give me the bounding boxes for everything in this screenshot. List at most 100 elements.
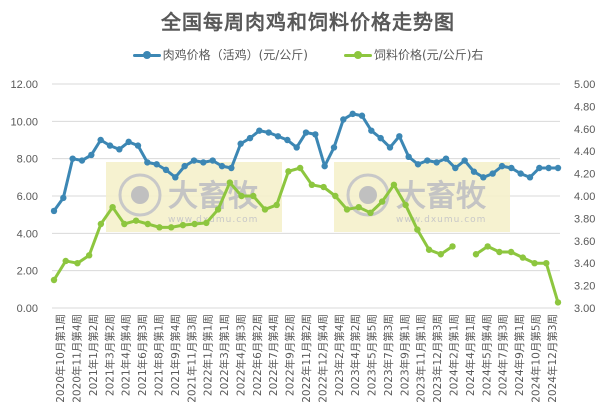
- data-point: [340, 116, 347, 123]
- data-point: [312, 131, 319, 138]
- x-tick-label: 2021年1月第2周: [87, 314, 100, 396]
- data-point: [125, 138, 132, 146]
- data-point: [452, 164, 459, 172]
- legend-label-chicken: 肉鸡价格（活鸡）(元/公斤): [162, 48, 308, 62]
- legend-marker-chicken-icon: [132, 50, 161, 60]
- data-point: [332, 192, 339, 200]
- data-point: [484, 243, 491, 250]
- x-tick-label: 2022年9月第2周: [284, 314, 297, 396]
- data-point: [293, 144, 300, 151]
- data-point: [480, 174, 487, 181]
- data-point: [545, 164, 552, 172]
- data-point: [498, 162, 506, 170]
- data-point: [162, 166, 170, 174]
- data-point: [273, 201, 280, 209]
- x-tick-label: 2021年6月第3周: [136, 314, 149, 396]
- data-point: [62, 257, 69, 265]
- x-tick-label: 2020年11月第4周: [71, 314, 84, 403]
- data-point: [461, 157, 468, 164]
- data-point: [132, 217, 140, 224]
- data-point: [536, 164, 543, 172]
- data-point: [489, 170, 496, 177]
- data-point: [191, 220, 198, 228]
- right-y-tick: 4.40: [574, 146, 595, 158]
- x-tick-label: 2024年10月第5周: [529, 314, 542, 403]
- data-point: [238, 192, 245, 200]
- data-point: [517, 170, 524, 177]
- x-tick-label: 2024年2月第1周: [447, 314, 460, 396]
- right-y-axis: 3.00 3.20 3.40 3.60 3.80 4.00 4.20 4.40 4.60 4.80…: [574, 79, 595, 315]
- data-point: [134, 142, 142, 149]
- right-y-tick: 4.00: [574, 191, 595, 203]
- x-tick-label: 2023年5月第5周: [366, 314, 379, 396]
- data-point: [472, 251, 480, 258]
- data-point: [302, 129, 310, 136]
- left-y-tick: 2.00: [17, 266, 38, 278]
- x-tick-label: 2024年9月第1周: [513, 314, 526, 396]
- data-point: [179, 221, 187, 229]
- gridlines: [52, 83, 560, 309]
- data-point: [265, 129, 272, 136]
- data-point: [250, 192, 257, 200]
- data-point: [228, 164, 235, 172]
- data-point: [442, 155, 450, 162]
- data-point: [496, 248, 503, 256]
- data-point: [284, 136, 291, 144]
- x-tick-label: 2024年5月第4周: [480, 314, 493, 396]
- data-point: [425, 246, 433, 253]
- data-point: [519, 254, 527, 261]
- data-point: [200, 159, 207, 166]
- right-y-tick: 4.80: [574, 101, 595, 113]
- data-point: [330, 144, 338, 151]
- x-tick-label: 2021年4月第4周: [120, 314, 133, 396]
- data-point: [97, 136, 104, 144]
- data-point: [433, 159, 440, 166]
- data-point: [554, 164, 562, 172]
- data-point: [181, 162, 188, 170]
- x-tick-label: 2021年3月第2周: [103, 314, 116, 396]
- data-point: [449, 243, 456, 250]
- data-point: [349, 110, 356, 118]
- data-point: [405, 153, 412, 160]
- chart-title: 全国每周肉鸡和饲料价格走势图: [161, 10, 455, 34]
- data-point: [437, 251, 444, 258]
- data-point: [377, 134, 384, 142]
- x-tick-label: 2022年4月第3周: [234, 314, 247, 396]
- x-tick-label: 2023年2月第4周: [333, 314, 346, 396]
- data-point: [218, 162, 226, 170]
- data-point: [274, 133, 282, 140]
- right-y-tick: 3.60: [574, 236, 595, 248]
- right-y-tick: 4.60: [574, 124, 595, 136]
- data-point: [308, 181, 316, 188]
- x-tick-label: 2022年3月第1周: [218, 314, 231, 396]
- x-tick-label: 2021年8月第1周: [153, 314, 166, 396]
- data-point: [414, 226, 421, 233]
- left-y-tick: 8.00: [17, 154, 38, 166]
- x-axis: 2020年10月第1周 2020年11月第4周 2021年1月第2周 2021年3月第…: [54, 314, 559, 403]
- data-point: [237, 140, 244, 147]
- x-tick-label: 2020年10月第1周: [54, 314, 67, 403]
- x-tick-label: 2023年12月第3周: [431, 314, 444, 403]
- right-y-tick: 5.00: [574, 79, 595, 91]
- data-point: [414, 161, 422, 168]
- data-point: [203, 219, 210, 227]
- right-y-tick: 3.80: [574, 213, 595, 225]
- series-feed-price: [50, 164, 562, 306]
- data-point: [172, 174, 179, 181]
- data-point: [470, 168, 478, 175]
- data-point: [85, 252, 93, 259]
- data-point: [396, 133, 403, 140]
- x-tick-label: 2022年6月第2周: [251, 314, 264, 396]
- data-point: [109, 204, 116, 211]
- data-point: [69, 155, 76, 162]
- left-y-tick: 12.00: [10, 79, 38, 91]
- data-point: [378, 198, 386, 205]
- x-tick-label: 2021年9月第4周: [169, 314, 182, 396]
- x-tick-label: 2023年7月第3周: [382, 314, 395, 396]
- data-point: [402, 201, 409, 209]
- data-point: [531, 260, 538, 267]
- data-point: [285, 168, 292, 175]
